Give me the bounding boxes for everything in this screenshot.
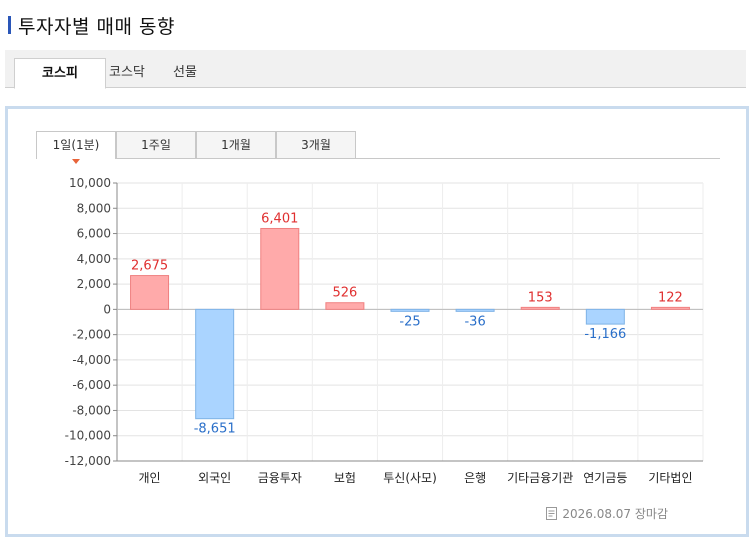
page-header: 투자자별 매매 동향 <box>8 12 175 38</box>
x-category-label: 개인 <box>139 471 161 485</box>
y-tick-label: -10,000 <box>65 429 111 443</box>
investor-bar-chart: 10,000 8,000 6,000 4,000 2,000 0 -2,000 -4,000 -… <box>65 176 704 485</box>
bar-value-label: 6,401 <box>261 211 298 226</box>
tab-futures[interactable]: 선물 <box>173 65 197 80</box>
x-category-label: 외국인 <box>198 471 231 485</box>
page-title: 투자자별 매매 동향 <box>18 15 175 38</box>
bar-value-label: 122 <box>658 290 683 305</box>
bar-value-label: -36 <box>464 314 485 329</box>
y-tick-label: 10,000 <box>69 176 111 190</box>
tab-kosdaq[interactable]: 코스닥 <box>109 65 145 80</box>
market-tab-strip: 코스피 코스닥 선물 <box>5 50 746 89</box>
title-accent-bar <box>8 16 11 34</box>
y-tick-label: -12,000 <box>65 454 111 468</box>
x-category-label: 기타법인 <box>648 471 692 485</box>
document-icon <box>546 507 558 520</box>
chart-panel: 1일(1분) 1주일 1개월 3개월 10,000 8,000 6,000 4,000… <box>5 106 749 537</box>
bar <box>325 302 365 310</box>
bar-value-label: 2,675 <box>131 259 168 274</box>
bar <box>520 306 560 310</box>
y-tick-label: -4,000 <box>72 353 111 367</box>
bar <box>260 227 300 310</box>
bar <box>390 308 430 312</box>
y-tick-label: -8,000 <box>72 403 111 417</box>
x-category-label: 은행 <box>464 470 486 485</box>
bar <box>455 308 495 312</box>
x-category-label: 연기금등 <box>583 471 627 485</box>
x-category-label: 보험 <box>334 471 356 485</box>
y-tick-label: 4,000 <box>77 252 111 266</box>
bar-value-label: 526 <box>332 286 357 301</box>
y-tick-label: -2,000 <box>72 328 111 342</box>
tab-1week[interactable]: 1주일 <box>116 131 196 158</box>
y-tick-label: 6,000 <box>77 227 111 241</box>
tab-1day-label: 1일(1분) <box>52 138 100 152</box>
tab-1month[interactable]: 1개월 <box>196 131 276 158</box>
y-tick-label: 0 <box>103 302 111 316</box>
y-tick-label: 8,000 <box>77 201 111 215</box>
bar <box>130 275 170 310</box>
footer-date: 2026.08.07 장마감 <box>546 505 668 522</box>
bar <box>585 308 625 325</box>
y-tick-label: 2,000 <box>77 277 111 291</box>
bar-value-label: 153 <box>528 290 553 305</box>
active-caret-icon <box>72 159 80 164</box>
bar <box>195 308 235 420</box>
bar <box>650 306 690 310</box>
tab-kospi[interactable]: 코스피 <box>14 58 106 89</box>
bar-value-label: -1,166 <box>584 327 626 342</box>
footer-date-text: 2026.08.07 장마감 <box>562 507 668 521</box>
bar-value-label: -25 <box>399 314 420 329</box>
y-tick-label: -6,000 <box>72 378 111 392</box>
period-tab-baseline <box>36 158 720 159</box>
x-category-label: 기타금융기관 <box>507 471 573 485</box>
bar-value-label: -8,651 <box>194 422 236 437</box>
x-category-label: 투신(사모) <box>383 471 437 485</box>
tab-3month[interactable]: 3개월 <box>276 131 356 158</box>
tab-1day[interactable]: 1일(1분) <box>36 131 116 164</box>
x-category-label: 금융투자 <box>258 471 302 485</box>
